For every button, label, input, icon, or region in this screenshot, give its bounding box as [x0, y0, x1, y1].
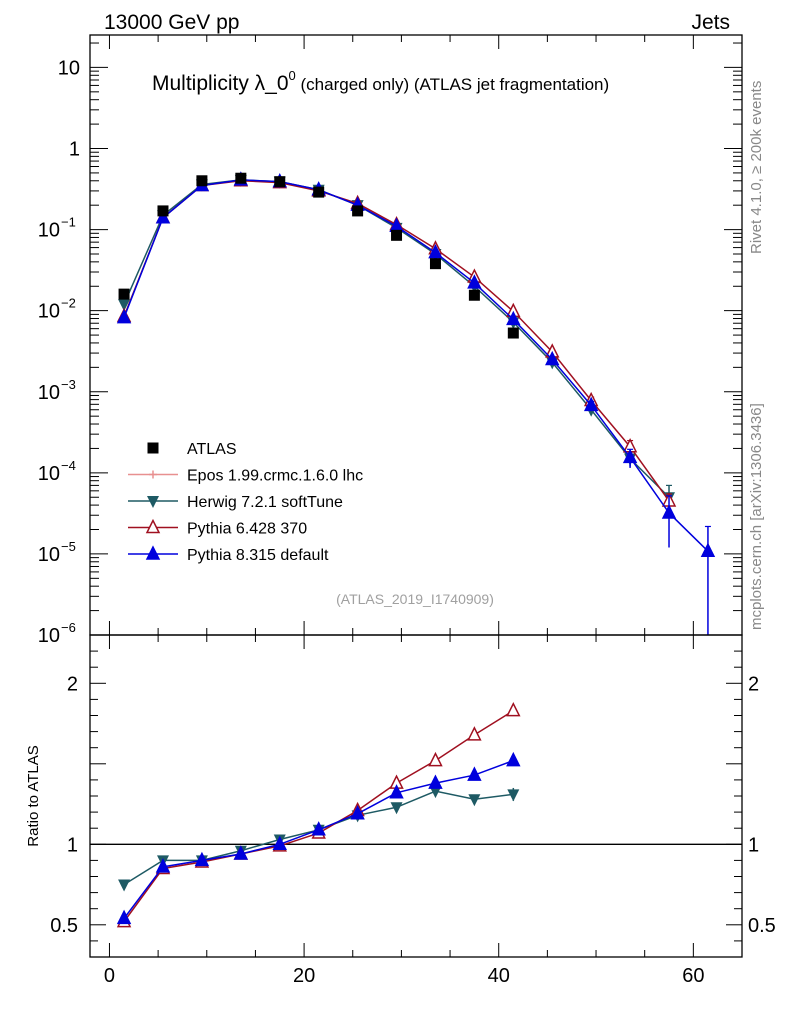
mcplots-label: mcplots.cern.ch [arXiv:1306.3436] [748, 403, 765, 630]
herwig-ratio-point [390, 802, 403, 815]
pythia8-ratio-point [389, 784, 404, 799]
ratio-y-tick-label: 0.5 [50, 915, 78, 937]
legend-marker-herwig [147, 496, 159, 508]
atlas-point [157, 205, 169, 217]
pythia8-ratio-point [272, 835, 287, 851]
legend-label-pythia8: Pythia 8.315 default [187, 547, 329, 564]
ratio-ylabel: Ratio to ATLAS [25, 745, 42, 846]
pythia8-ratio-point [350, 805, 365, 820]
legend-label-atlas: ATLAS [187, 441, 237, 458]
y-tick-label: 10 [38, 301, 60, 323]
ratio-frame [89, 634, 743, 958]
herwig-ratio-point [507, 789, 520, 802]
analysis-id: (ATLAS_2019_I1740909) [336, 591, 494, 607]
atlas-point [468, 289, 480, 301]
ratio-y-tick-label: 1 [67, 834, 78, 856]
y-tick-label: 10 [38, 544, 60, 566]
main-series-group [116, 171, 716, 635]
legend-marker-epos [149, 470, 157, 479]
y-tick-label-exp: −4 [61, 458, 76, 473]
y-tick-label-exp: −5 [61, 539, 76, 554]
atlas-point [118, 288, 130, 300]
ratio-y-tick-label-right: 1 [748, 834, 759, 856]
pythia8-ratio-point [506, 751, 521, 767]
ratio-series-group [116, 701, 521, 928]
pythia8-ratio-point [233, 845, 249, 860]
x-tick-label: 40 [488, 965, 510, 987]
y-tick-label: 10 [38, 382, 60, 404]
pythia8-point [155, 209, 171, 224]
pythia8-point [506, 310, 521, 326]
atlas-point [507, 327, 519, 339]
herwig-ratio-point [468, 794, 481, 807]
ratio-panel: 0 20 40 60 0.5 0.5 1 1 2 2 [50, 634, 776, 987]
x-tick-label: 60 [682, 965, 704, 987]
y-tick-label-exp: −2 [61, 296, 76, 311]
pythia8-ratio-line [123, 759, 514, 919]
ratio-y-tick-label-right: 2 [748, 673, 759, 695]
y-tick-label: 10 [38, 625, 60, 647]
atlas-point [391, 229, 403, 241]
legend-marker-atlas [147, 442, 159, 454]
legend-marker-pythia6 [145, 518, 161, 534]
pythia8-point [545, 350, 560, 366]
atlas-point [274, 176, 286, 188]
atlas-point [352, 205, 364, 217]
rivet-label: Rivet 4.1.0, ≥ 200k events [748, 81, 765, 254]
pythia8-point [583, 396, 599, 412]
atlas-point [429, 258, 441, 270]
pythia8-ratio-point [194, 851, 210, 867]
y-tick-label-exp: −3 [61, 377, 76, 392]
y-tick-label: 10 [58, 57, 80, 79]
pythia8-point [428, 243, 443, 259]
x-tick-label: 0 [104, 965, 115, 987]
ratio-y-tick-label-right: 0.5 [748, 915, 776, 937]
pythia6-ratio-point [467, 726, 482, 741]
pythia8-point [661, 504, 677, 519]
legend-label-pythia6: Pythia 6.428 370 [187, 521, 307, 538]
pythia6-ratio-point [506, 701, 521, 717]
legend-label-epos: Epos 1.99.crmc.1.6.0 lhc [187, 468, 363, 485]
atlas-point [196, 175, 208, 187]
pythia8-point [700, 542, 716, 557]
header-left: 13000 GeV pp [104, 11, 239, 34]
y-tick-label: 10 [38, 220, 60, 242]
main-frame [89, 34, 743, 636]
x-tick-label: 20 [293, 965, 315, 987]
y-tick-label-exp: −1 [61, 215, 76, 230]
legend-marker-pythia8 [145, 545, 161, 560]
pythia8-ratio-point [116, 909, 132, 925]
pythia8-line [123, 179, 709, 552]
title-main: Multiplicity λ_0 [152, 72, 289, 95]
y-tick-label: 1 [69, 139, 80, 161]
pythia6-ratio-line [123, 710, 514, 923]
pythia8-ratio-point [428, 774, 443, 789]
atlas-point [235, 172, 247, 184]
ratio-y-tick-label: 2 [67, 673, 78, 695]
herwig-ratio-point [118, 879, 131, 892]
header-right: Jets [691, 11, 730, 34]
y-tick-label-exp: −6 [61, 620, 76, 635]
plot-title: Multiplicity λ_00 (charged only) (ATLAS … [152, 68, 609, 95]
herwig-point [118, 299, 131, 312]
legend-label-herwig: Herwig 7.2.1 softTune [187, 494, 343, 511]
herwig-ratio-point [429, 786, 442, 799]
pythia8-point [622, 448, 638, 464]
pythia8-ratio-point [155, 858, 171, 873]
atlas-point [313, 186, 325, 198]
title-sup: 0 [289, 68, 296, 83]
pythia8-point [467, 274, 482, 289]
pythia8-point [116, 308, 132, 324]
legend: ATLAS Epos 1.99.crmc.1.6.0 lhc Herwig 7.2.… [128, 441, 363, 564]
pythia8-ratio-point [311, 821, 326, 836]
pythia6-ratio-point [428, 751, 443, 767]
title-suffix: (charged only) (ATLAS jet fragmentation) [296, 75, 609, 94]
y-tick-label: 10 [38, 463, 60, 485]
pythia8-ratio-point [467, 766, 482, 781]
